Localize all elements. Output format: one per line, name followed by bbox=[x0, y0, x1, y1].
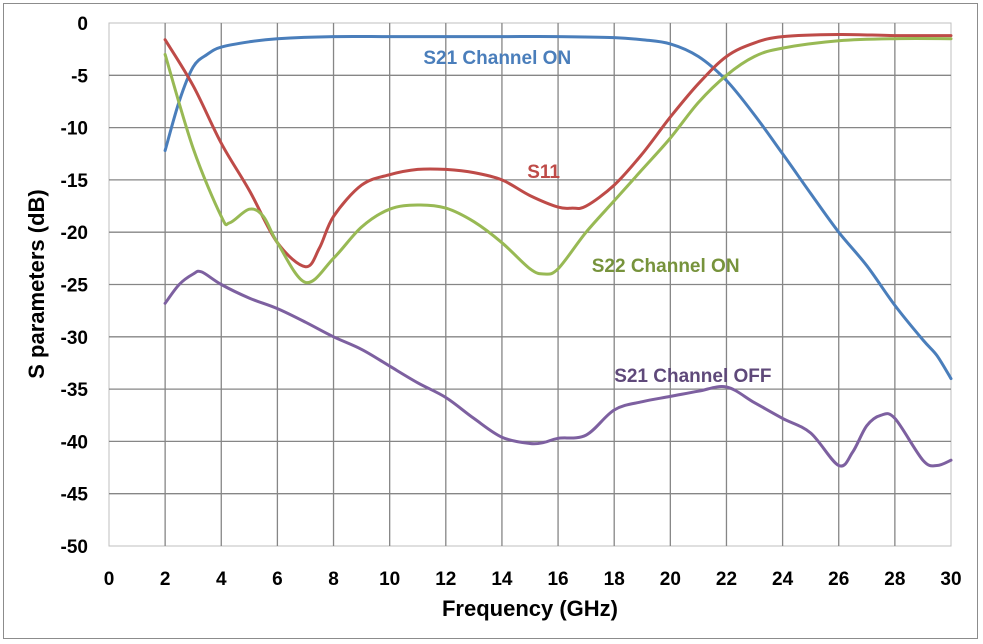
y-tick-label: -30 bbox=[61, 328, 88, 349]
y-tick-label: -15 bbox=[61, 171, 89, 192]
y-tick-label: -45 bbox=[61, 485, 89, 506]
x-tick-label: 28 bbox=[884, 569, 905, 590]
series-label-s11: S11 bbox=[527, 162, 560, 183]
series-line-s21-channel-off bbox=[163, 269, 953, 468]
series-line-s22-channel-on bbox=[163, 37, 953, 284]
y-axis-title: S parameters (dB) bbox=[24, 189, 49, 379]
y-tick-label: -5 bbox=[71, 66, 88, 87]
x-tick-label: 24 bbox=[772, 569, 794, 590]
gridlines bbox=[108, 22, 952, 547]
y-tick-label: -35 bbox=[61, 380, 89, 401]
series-line-s11 bbox=[163, 32, 953, 269]
x-axis-ticks: 0 2 4 6 8 10 12 14 16 18 20 22 24 26 28 30 bbox=[104, 569, 962, 590]
x-tick-label: 0 bbox=[104, 569, 115, 590]
y-tick-label: -25 bbox=[61, 276, 89, 297]
series-label-s22-channel-on: S22 Channel ON bbox=[592, 256, 740, 277]
y-tick-label: -40 bbox=[61, 432, 88, 453]
x-axis-title: Frequency (GHz) bbox=[442, 596, 618, 621]
x-tick-label: 26 bbox=[828, 569, 849, 590]
series-labels: S21 Channel ON S11 S22 Channel ON S21 Chann… bbox=[423, 48, 771, 387]
series-lines bbox=[163, 32, 953, 468]
x-tick-label: 12 bbox=[435, 569, 456, 590]
series-label-s21-channel-on: S21 Channel ON bbox=[423, 48, 571, 69]
series-line-s21-channel-on bbox=[163, 34, 953, 381]
x-tick-label: 20 bbox=[660, 569, 681, 590]
x-tick-label: 8 bbox=[328, 569, 339, 590]
y-axis-ticks: 0 -5 -10 -15 -20 -25 -30 -35 -40 -45 -50 bbox=[61, 14, 89, 558]
x-tick-label: 4 bbox=[216, 569, 227, 590]
x-tick-label: 22 bbox=[716, 569, 737, 590]
x-tick-label: 30 bbox=[940, 569, 961, 590]
x-tick-label: 16 bbox=[547, 569, 568, 590]
x-tick-label: 6 bbox=[272, 569, 283, 590]
x-tick-label: 10 bbox=[379, 569, 400, 590]
y-tick-label: -50 bbox=[61, 537, 88, 558]
x-tick-label: 14 bbox=[491, 569, 513, 590]
y-tick-label: 0 bbox=[77, 14, 88, 35]
y-tick-label: -10 bbox=[61, 119, 88, 140]
x-tick-label: 18 bbox=[604, 569, 625, 590]
x-tick-label: 2 bbox=[160, 569, 171, 590]
series-label-s21-channel-off: S21 Channel OFF bbox=[614, 366, 771, 387]
y-tick-label: -20 bbox=[61, 223, 88, 244]
